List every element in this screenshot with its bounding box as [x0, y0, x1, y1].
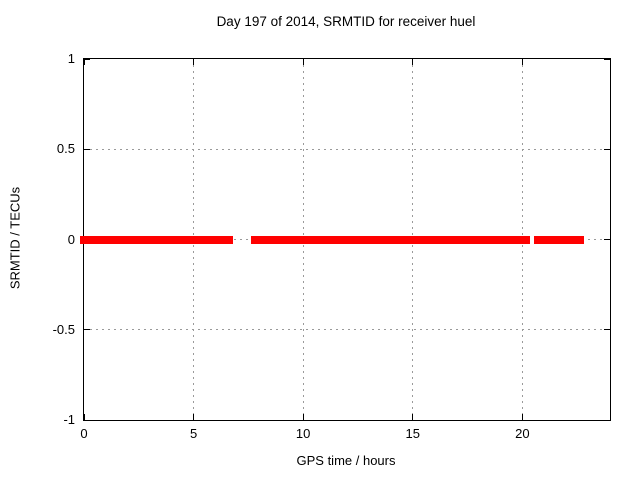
y-tick-mark [84, 148, 90, 150]
data-segment [533, 235, 585, 244]
y-tick-mark [84, 58, 90, 60]
y-gridline [84, 148, 610, 150]
x-tick-mark [193, 414, 195, 420]
x-tick-label: 15 [405, 426, 420, 441]
y-gridline [84, 329, 610, 331]
x-tick-label: 20 [515, 426, 530, 441]
y-tick-label: -1 [63, 412, 75, 427]
y-tick-mark [604, 58, 610, 60]
y-tick-label: -0.5 [52, 321, 75, 337]
y-tick-mark [604, 148, 610, 150]
x-tick-mark [412, 59, 414, 65]
x-tick-label: 5 [189, 426, 198, 441]
x-tick-label: 0 [80, 426, 88, 441]
y-tick-mark [84, 329, 90, 331]
plot-area: 0 5 10 15 20 -1 -0.5 0 0.5 1 [53, 51, 611, 441]
y-tick-label: 0.5 [56, 141, 75, 157]
x-tick-mark [521, 59, 523, 65]
x-tick-mark [521, 414, 523, 420]
y-tick-mark [84, 419, 90, 421]
y-tick-mark [604, 329, 610, 331]
x-tick-mark [83, 59, 85, 65]
data-segment [80, 235, 234, 244]
x-tick-mark [193, 59, 195, 65]
x-tick-mark [302, 414, 304, 420]
y-tick-mark [604, 419, 610, 421]
y-tick-mark [604, 239, 610, 240]
x-tick-mark [412, 414, 414, 420]
chart-title: Day 197 of 2014, SRMTID for receiver hue… [216, 14, 476, 29]
y-tick-label: 0 [67, 231, 75, 247]
x-tick-mark [302, 59, 304, 65]
x-tick-mark [83, 414, 85, 420]
data-segment [251, 235, 530, 244]
y-tick-label: 1 [67, 51, 75, 66]
x-axis-label: GPS time / hours [296, 453, 396, 468]
x-tick-label: 10 [295, 426, 311, 441]
